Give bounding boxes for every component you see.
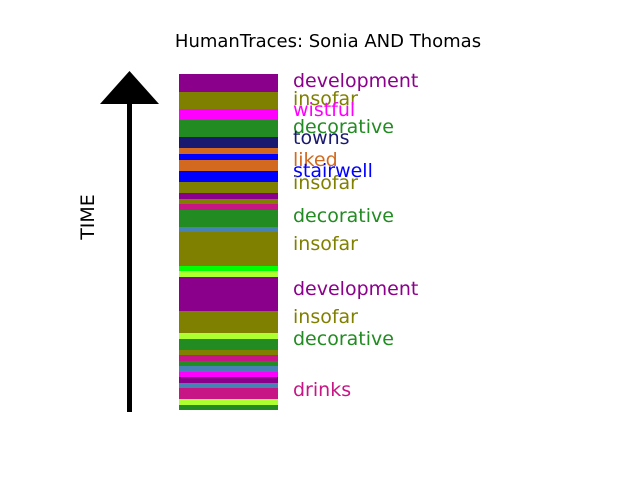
trace-segment bbox=[179, 366, 278, 372]
trace-segment bbox=[179, 109, 278, 120]
trace-segment bbox=[179, 271, 278, 277]
trace-segment bbox=[179, 204, 278, 210]
word-label: insofar bbox=[293, 88, 358, 110]
trace-segment bbox=[179, 372, 278, 377]
trace-segment bbox=[179, 74, 278, 92]
trace-segment bbox=[179, 311, 278, 333]
time-axis-label: TIME bbox=[77, 194, 99, 240]
trace-segment bbox=[179, 210, 278, 227]
word-label: decorative bbox=[293, 116, 394, 138]
word-label: insofar bbox=[293, 233, 358, 255]
trace-segment bbox=[179, 383, 278, 388]
word-label: development bbox=[293, 278, 419, 300]
trace-segment bbox=[179, 120, 278, 137]
word-label: stairwell bbox=[293, 160, 373, 182]
trace-segment bbox=[179, 154, 278, 160]
trace-segment bbox=[179, 377, 278, 383]
trace-segment bbox=[179, 277, 278, 311]
word-label: development bbox=[293, 70, 419, 92]
word-label: drinks bbox=[293, 379, 352, 401]
trace-segment bbox=[179, 355, 278, 361]
diagram-title: HumanTraces: Sonia AND Thomas bbox=[174, 31, 482, 52]
word-label: wistful bbox=[293, 99, 356, 121]
trace-segment bbox=[179, 232, 278, 266]
trace-bar bbox=[179, 74, 278, 410]
trace-segment bbox=[179, 137, 278, 148]
trace-segment bbox=[179, 333, 278, 339]
trace-segment bbox=[179, 148, 278, 154]
word-label: liked bbox=[293, 149, 338, 171]
trace-segment bbox=[179, 388, 278, 399]
trace-segment bbox=[179, 227, 278, 232]
word-label: towns bbox=[293, 127, 350, 149]
trace-segment bbox=[179, 199, 278, 204]
trace-segment bbox=[179, 266, 278, 271]
trace-segment bbox=[179, 193, 278, 199]
word-label: insofar bbox=[293, 172, 358, 194]
word-label: insofar bbox=[293, 306, 358, 328]
trace-segment bbox=[179, 92, 278, 109]
trace-segment bbox=[179, 182, 278, 193]
word-label: decorative bbox=[293, 328, 394, 350]
trace-segment bbox=[179, 171, 278, 182]
trace-segment bbox=[179, 405, 278, 410]
trace-segment bbox=[179, 399, 278, 405]
word-label: decorative bbox=[293, 205, 394, 227]
trace-segment bbox=[179, 160, 278, 171]
trace-segment bbox=[179, 350, 278, 355]
trace-segment bbox=[179, 361, 278, 366]
trace-segment bbox=[179, 339, 278, 350]
